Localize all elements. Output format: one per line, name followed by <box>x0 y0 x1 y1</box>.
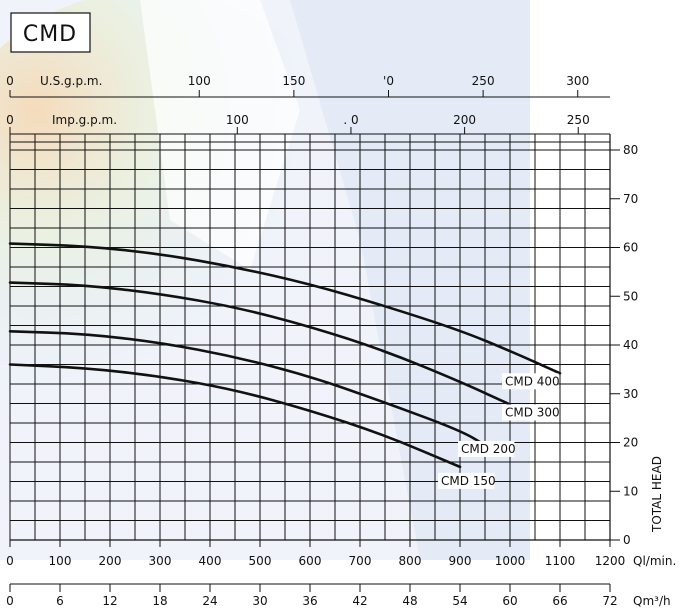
y-tick-label: 70 <box>623 192 638 206</box>
x2-tick-label: 66 <box>552 594 567 608</box>
x-tick-label: 200 <box>99 554 122 568</box>
y-tick-label: 40 <box>623 338 638 352</box>
x-tick-label: 1000 <box>495 554 526 568</box>
y-tick-label: 80 <box>623 143 638 157</box>
x-tick-label: 1100 <box>545 554 576 568</box>
us-gpm-tick-label: 250 <box>472 74 495 88</box>
series-line <box>8 330 487 447</box>
x2-tick-label: 6 <box>56 594 64 608</box>
x-axis-label: Ql/min. <box>633 554 676 568</box>
x2-tick-label: 72 <box>602 594 617 608</box>
series-label: CMD 150 <box>441 474 496 488</box>
series-line <box>8 281 512 406</box>
us-gpm-tick-label: 150 <box>282 74 305 88</box>
imp-gpm-tick-label: 200 <box>453 113 476 127</box>
imp-gpm-tick-label: . 0 <box>343 113 358 127</box>
x2-tick-label: 12 <box>102 594 117 608</box>
x-tick-label: 900 <box>449 554 472 568</box>
imp-gpm-tick-label: 100 <box>226 113 249 127</box>
series-line <box>8 242 562 375</box>
x2-tick-label: 30 <box>252 594 267 608</box>
x-tick-label: 700 <box>349 554 372 568</box>
x2-tick-label: 36 <box>302 594 317 608</box>
x-tick-label: 100 <box>49 554 72 568</box>
x2-axis: 0 6 12 18 24 30 36 42 48 54 60 66 72 <box>6 583 618 608</box>
x-tick-label: 300 <box>149 554 172 568</box>
y-tick-label: 60 <box>623 241 638 255</box>
x2-tick-label: 54 <box>452 594 467 608</box>
us-gpm-tick-label: '0 <box>383 74 394 88</box>
series-layer: CMD 400 CMD 300 CMD 200 CMD 150 <box>8 242 562 489</box>
x2-tick-label: 60 <box>502 594 517 608</box>
x-axis: 0 100 200 300 400 500 600 700 800 900 1000 1100 1200 <box>6 539 626 568</box>
y-tick-label: 10 <box>623 484 638 498</box>
grid <box>9 134 611 541</box>
y-tick-label: 0 <box>623 533 631 547</box>
x2-tick-label: 0 <box>6 594 14 608</box>
series-label-bg <box>502 404 559 421</box>
x2-tick-label: 18 <box>152 594 167 608</box>
series-label-bg <box>458 440 515 457</box>
imp-gpm-tick-label: 250 <box>567 113 590 127</box>
us-gpm-tick-label: 0 <box>6 74 14 88</box>
x2-tick-label: 24 <box>202 594 217 608</box>
y-tick-label: 20 <box>623 436 638 450</box>
chart-title: CMD <box>23 22 77 47</box>
us-gpm-tick-label: 300 <box>566 74 589 88</box>
x-tick-label: 1200 <box>595 554 626 568</box>
series-label-bg <box>438 472 495 489</box>
series-label: CMD 300 <box>505 405 560 419</box>
imp-gpm-label: Imp.g.p.m. <box>52 113 117 127</box>
x-tick-label: 600 <box>299 554 322 568</box>
series-label: CMD 400 <box>505 374 560 388</box>
series-line <box>8 363 462 469</box>
y-tick-label: 30 <box>623 387 638 401</box>
y-tick-label: 50 <box>623 289 638 303</box>
us-gpm-label: U.S.g.p.m. <box>40 74 102 88</box>
x-tick-label: 500 <box>249 554 272 568</box>
title-box: CMD <box>10 12 91 53</box>
x2-tick-label: 42 <box>352 594 367 608</box>
x2-tick-label: 48 <box>402 594 417 608</box>
x-tick-label: 800 <box>399 554 422 568</box>
imp-gpm-tick-label: 0 <box>6 113 14 127</box>
y-axis-label: TOTAL HEAD <box>650 456 664 533</box>
top-axes: U.S.g.p.m. Imp.g.p.m. 0 100 150 '0 250 300 0 10… <box>6 74 610 135</box>
us-gpm-tick-label: 100 <box>188 74 211 88</box>
y-axis: 0 10 20 30 40 50 60 70 80 <box>609 134 638 547</box>
series-label: CMD 200 <box>461 442 516 456</box>
x2-axis-label: Qm³/h <box>633 594 671 608</box>
series-label-bg <box>502 373 559 390</box>
x-tick-label: 0 <box>6 554 14 568</box>
x-tick-label: 400 <box>199 554 222 568</box>
